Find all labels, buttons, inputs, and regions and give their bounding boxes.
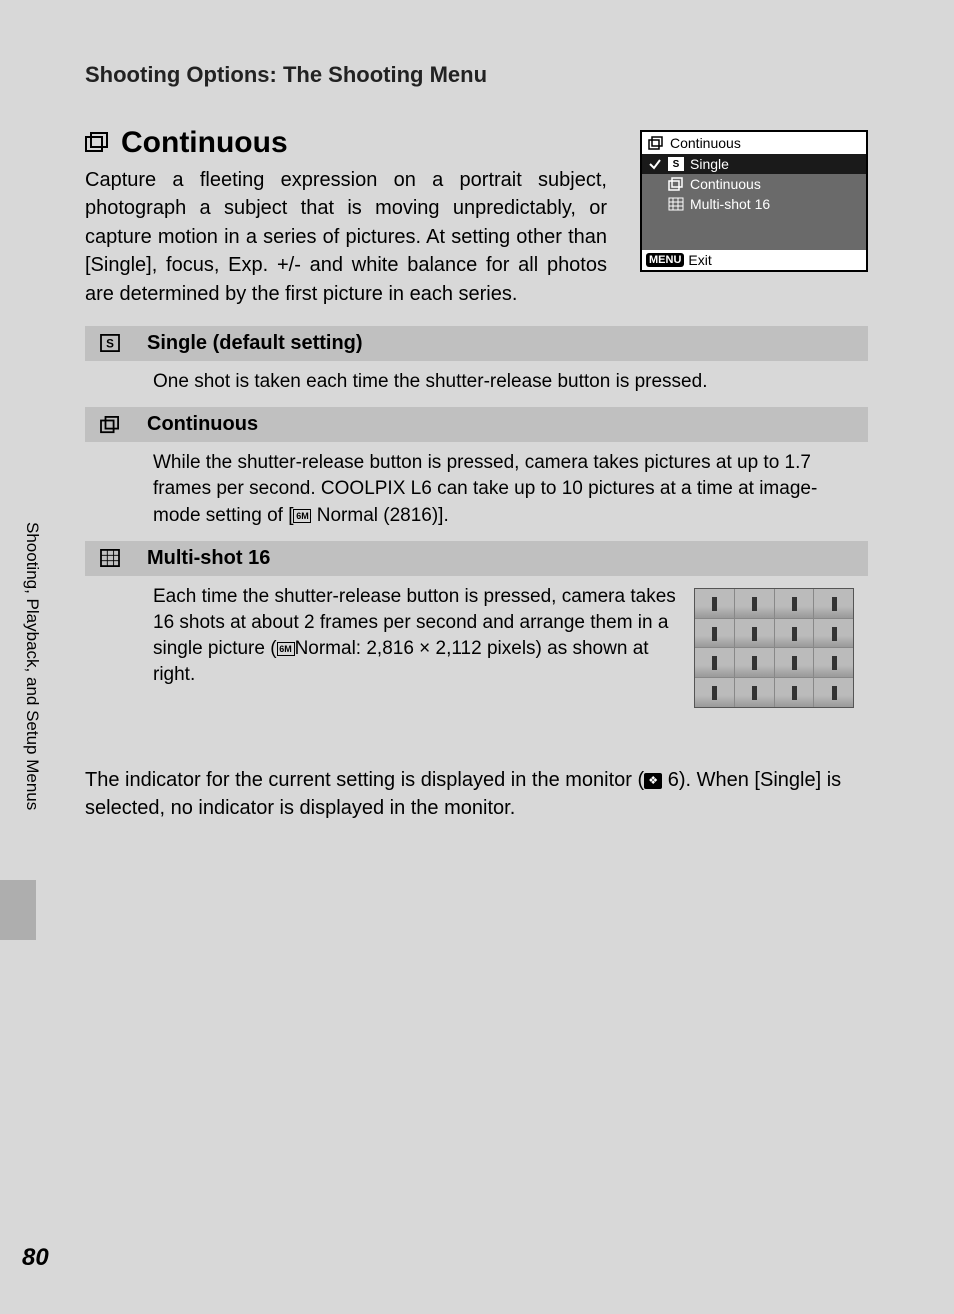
setting-desc-single: One shot is taken each time the shutter-… xyxy=(85,361,868,407)
image-mode-icon: 6M xyxy=(277,642,295,656)
camera-menu-item: Multi-shot 16 xyxy=(642,194,866,214)
continuous-icon xyxy=(648,136,664,150)
multishot-icon xyxy=(99,548,121,568)
side-tab-label: Shooting, Playback, and Setup Menus xyxy=(22,522,42,810)
setting-name: Continuous xyxy=(147,413,258,436)
page-number: 80 xyxy=(22,1244,49,1272)
continuous-icon xyxy=(99,415,121,435)
check-icon xyxy=(648,157,662,171)
camera-menu-item-label: Single xyxy=(690,156,729,172)
camera-menu-item: S Single xyxy=(642,154,866,174)
continuous-icon xyxy=(85,132,111,154)
multishot-icon xyxy=(668,197,684,211)
camera-menu-item: Continuous xyxy=(642,174,866,194)
continuous-icon xyxy=(668,177,684,191)
section-title: Shooting Options: The Shooting Menu xyxy=(85,62,954,88)
camera-menu-item-label: Multi-shot 16 xyxy=(690,196,770,212)
footer-note: The indicator for the current setting is… xyxy=(85,766,868,823)
camera-menu-item-label: Continuous xyxy=(690,176,761,192)
single-icon: S xyxy=(668,157,684,171)
setting-header-single: S Single (default setting) xyxy=(85,326,868,361)
setting-header-continuous: Continuous xyxy=(85,407,868,442)
setting-name: Multi-shot 16 xyxy=(147,547,270,570)
image-mode-icon: 6M xyxy=(293,509,311,523)
page-title: Continuous xyxy=(121,126,288,160)
menu-badge: MENU xyxy=(646,253,684,267)
multishot-sample-image xyxy=(694,588,854,708)
svg-text:S: S xyxy=(106,338,114,351)
setting-name: Single (default setting) xyxy=(147,332,363,355)
intro-text: Capture a fleeting expression on a portr… xyxy=(85,166,607,308)
side-tab-marker xyxy=(0,880,36,940)
setting-header-multishot: Multi-shot 16 xyxy=(85,541,868,576)
camera-menu-footer-label: Exit xyxy=(688,252,711,268)
setting-desc-multishot: Each time the shutter-release button is … xyxy=(85,576,868,720)
reference-icon: ❖ xyxy=(644,773,662,789)
setting-desc-continuous: While the shutter-release button is pres… xyxy=(85,442,868,541)
camera-menu-title: Continuous xyxy=(670,135,741,151)
camera-menu-preview: Continuous S Single Continuous xyxy=(640,130,868,272)
single-icon: S xyxy=(99,333,121,353)
